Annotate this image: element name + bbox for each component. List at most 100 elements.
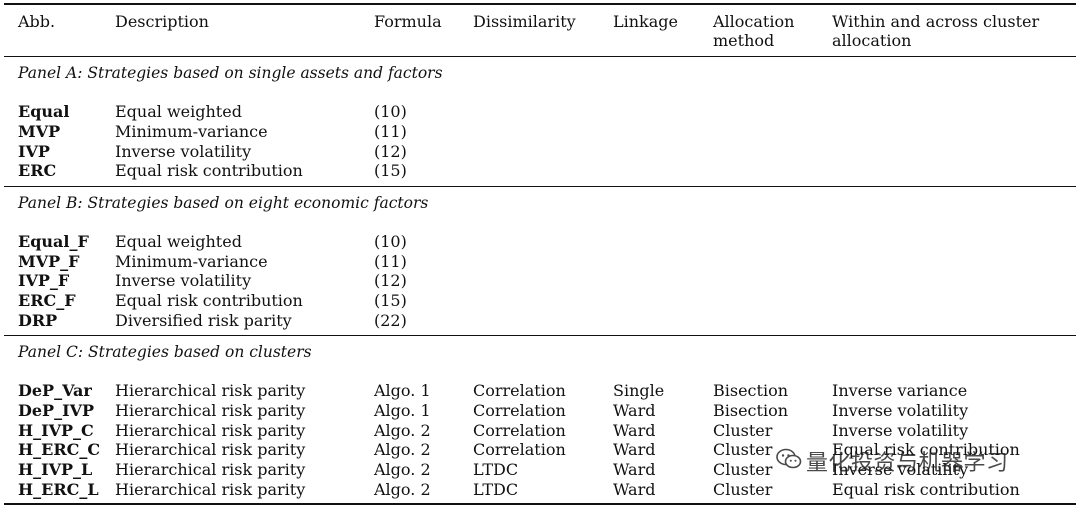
cell-abb: ERC_F [18, 291, 76, 311]
table-row: Equal Equal weighted (10) [0, 102, 1080, 122]
panel-b-title: Panel B: Strategies based on eight econo… [18, 194, 428, 212]
cell-abb: ERC [18, 161, 56, 181]
table-row: ERC Equal risk contribution (15) [0, 161, 1080, 181]
cell-dissimilarity: LTDC [473, 480, 518, 500]
cell-abb: H_IVP_C [18, 421, 94, 441]
cell-formula: (15) [374, 291, 407, 311]
table-row: H_ERC_L Hierarchical risk parity Algo. 2… [0, 480, 1080, 500]
cell-allocation: Cluster [713, 460, 772, 480]
cell-dissimilarity: Correlation [473, 440, 566, 460]
table-row: IVP_F Inverse volatility (12) [0, 271, 1080, 291]
cell-dissimilarity: Correlation [473, 381, 566, 401]
cell-allocation: Cluster [713, 440, 772, 460]
panel-b-rule [4, 186, 1076, 187]
cell-formula: (22) [374, 311, 407, 331]
cell-description: Equal risk contribution [115, 291, 303, 311]
header-allocation-line1: Allocation [713, 12, 794, 31]
table-row: MVP Minimum-variance (11) [0, 122, 1080, 142]
cell-formula: Algo. 2 [374, 421, 431, 441]
table-row: ERC_F Equal risk contribution (15) [0, 291, 1080, 311]
cell-description: Equal weighted [115, 102, 242, 122]
cell-linkage: Ward [613, 480, 655, 500]
cell-formula: (12) [374, 142, 407, 162]
cell-within: Inverse variance [832, 381, 967, 401]
table-row: DeP_IVP Hierarchical risk parity Algo. 1… [0, 401, 1080, 421]
cell-linkage: Ward [613, 440, 655, 460]
cell-formula: Algo. 2 [374, 480, 431, 500]
cell-abb: MVP_F [18, 252, 80, 272]
cell-abb: IVP [18, 142, 50, 162]
cell-description: Hierarchical risk parity [115, 401, 305, 421]
cell-description: Diversified risk parity [115, 311, 292, 331]
cell-description: Inverse volatility [115, 142, 251, 162]
cell-formula: (11) [374, 122, 407, 142]
cell-formula: (11) [374, 252, 407, 272]
top-rule [4, 3, 1076, 5]
cell-formula: (10) [374, 232, 407, 252]
cell-description: Hierarchical risk parity [115, 440, 305, 460]
watermark-text: 量化投资与机器学习 [806, 445, 1009, 477]
cell-within: Equal risk contribution [832, 480, 1020, 500]
cell-abb: IVP_F [18, 271, 69, 291]
cell-description: Inverse volatility [115, 271, 251, 291]
header-description: Description [115, 12, 209, 31]
cell-abb: Equal_F [18, 232, 89, 252]
cell-abb: DeP_Var [18, 381, 92, 401]
cell-within: Inverse volatility [832, 401, 968, 421]
cell-formula: Algo. 2 [374, 440, 431, 460]
cell-description: Equal risk contribution [115, 161, 303, 181]
cell-allocation: Bisection [713, 381, 788, 401]
wechat-icon [776, 448, 802, 474]
cell-description: Minimum-variance [115, 252, 268, 272]
cell-linkage: Single [613, 381, 664, 401]
header-within-line1: Within and across cluster [832, 12, 1039, 31]
header-abb: Abb. [18, 12, 55, 31]
watermark: 量化投资与机器学习 [776, 447, 1009, 475]
table-row: IVP Inverse volatility (12) [0, 142, 1080, 162]
cell-description: Hierarchical risk parity [115, 480, 305, 500]
cell-description: Hierarchical risk parity [115, 381, 305, 401]
cell-abb: DRP [18, 311, 57, 331]
cell-formula: (10) [374, 102, 407, 122]
cell-abb: H_ERC_L [18, 480, 99, 500]
header-rule [4, 56, 1076, 57]
cell-description: Hierarchical risk parity [115, 421, 305, 441]
panel-c-title: Panel C: Strategies based on clusters [18, 343, 312, 361]
cell-description: Minimum-variance [115, 122, 268, 142]
cell-dissimilarity: Correlation [473, 401, 566, 421]
cell-description: Hierarchical risk parity [115, 460, 305, 480]
cell-description: Equal weighted [115, 232, 242, 252]
table-row: Equal_F Equal weighted (10) [0, 232, 1080, 252]
cell-formula: Algo. 1 [374, 381, 431, 401]
header-formula: Formula [374, 12, 442, 31]
header-linkage: Linkage [613, 12, 678, 31]
cell-allocation: Bisection [713, 401, 788, 421]
cell-allocation: Cluster [713, 421, 772, 441]
cell-linkage: Ward [613, 460, 655, 480]
cell-abb: DeP_IVP [18, 401, 94, 421]
cell-dissimilarity: Correlation [473, 421, 566, 441]
table-row: DeP_Var Hierarchical risk parity Algo. 1… [0, 381, 1080, 401]
cell-formula: (12) [374, 271, 407, 291]
cell-abb: Equal [18, 102, 69, 122]
header-allocation-line2: method [713, 31, 774, 50]
header-within-line2: allocation [832, 31, 911, 50]
cell-linkage: Ward [613, 401, 655, 421]
cell-formula: Algo. 1 [374, 401, 431, 421]
bottom-rule [4, 503, 1076, 505]
cell-within: Inverse volatility [832, 421, 968, 441]
panel-c-rule [4, 335, 1076, 336]
cell-linkage: Ward [613, 421, 655, 441]
cell-formula: (15) [374, 161, 407, 181]
cell-abb: H_IVP_L [18, 460, 92, 480]
header-dissimilarity: Dissimilarity [473, 12, 576, 31]
table-row: H_IVP_C Hierarchical risk parity Algo. 2… [0, 421, 1080, 441]
panel-a-title: Panel A: Strategies based on single asse… [18, 64, 443, 82]
table-row: DRP Diversified risk parity (22) [0, 311, 1080, 331]
cell-formula: Algo. 2 [374, 460, 431, 480]
cell-abb: MVP [18, 122, 60, 142]
table-row: MVP_F Minimum-variance (11) [0, 252, 1080, 272]
cell-dissimilarity: LTDC [473, 460, 518, 480]
cell-allocation: Cluster [713, 480, 772, 500]
cell-abb: H_ERC_C [18, 440, 100, 460]
